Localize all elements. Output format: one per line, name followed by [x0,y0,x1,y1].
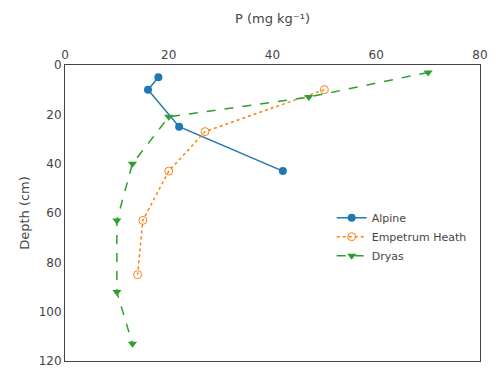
svg-text:40: 40 [46,157,61,171]
svg-text:Empetrum Heath: Empetrum Heath [372,231,467,244]
svg-text:P (mg kg⁻¹): P (mg kg⁻¹) [235,11,310,26]
svg-text:60: 60 [369,48,384,62]
svg-text:0: 0 [54,58,62,72]
svg-text:Dryas: Dryas [372,250,404,263]
svg-text:20: 20 [46,108,61,122]
svg-text:40: 40 [265,48,280,62]
svg-text:80: 80 [472,48,487,62]
svg-text:Depth (cm): Depth (cm) [17,176,32,250]
svg-text:20: 20 [161,48,176,62]
svg-text:0: 0 [61,48,69,62]
svg-text:100: 100 [39,305,62,319]
svg-text:120: 120 [39,354,62,368]
svg-text:80: 80 [46,256,61,270]
svg-text:60: 60 [46,206,61,220]
svg-text:Alpine: Alpine [372,212,407,225]
